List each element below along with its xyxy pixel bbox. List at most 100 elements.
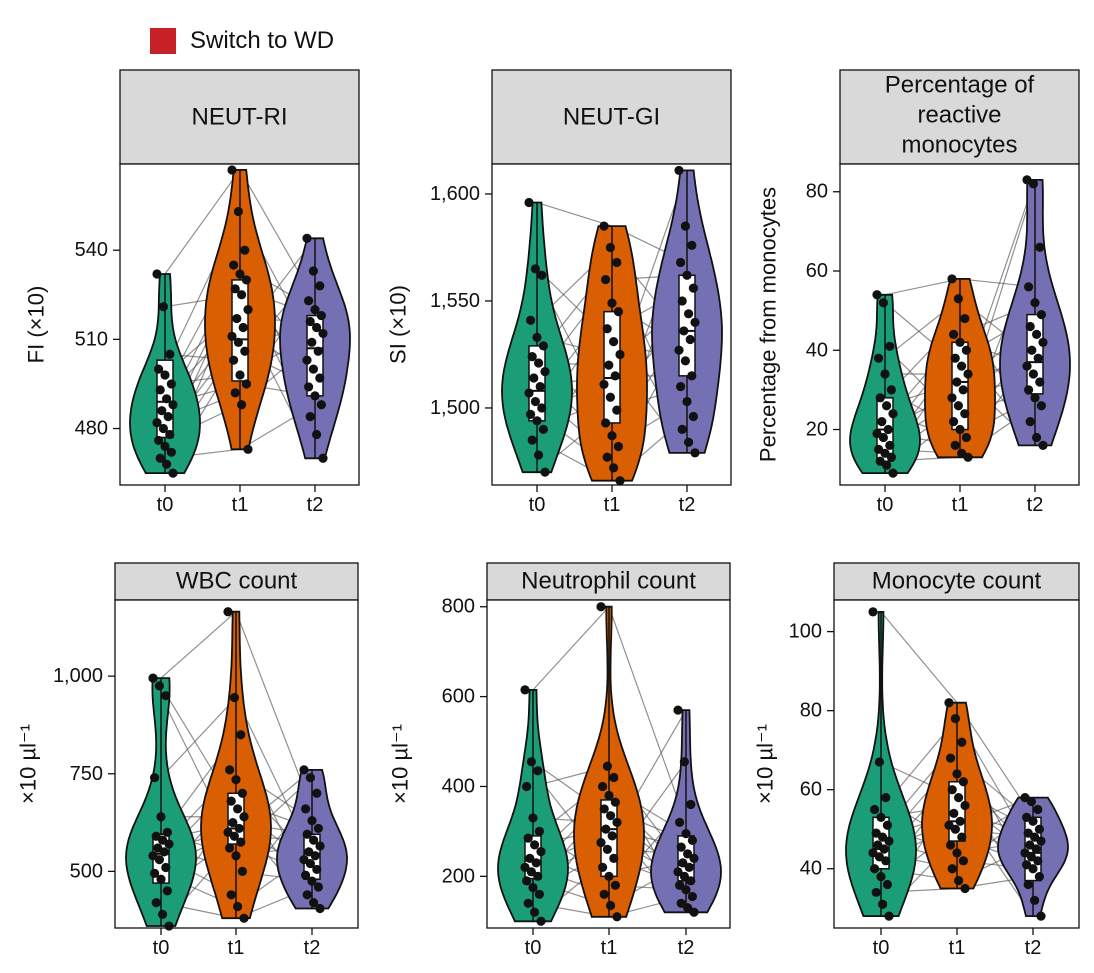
panel-3: Percentage of reactive monocytes 20 40 60 80 Pe…	[756, 69, 1080, 516]
data-point	[674, 345, 684, 355]
data-point	[947, 785, 957, 795]
data-point	[230, 388, 240, 398]
x-tick-label: t2	[678, 937, 695, 959]
data-point	[877, 416, 887, 427]
data-point	[954, 792, 964, 803]
data-point	[609, 772, 619, 783]
data-point	[1034, 824, 1044, 834]
data-point	[299, 765, 309, 775]
data-point	[162, 394, 172, 404]
data-point	[606, 900, 616, 911]
data-point	[1035, 377, 1045, 387]
x-tick-label: t2	[1027, 494, 1044, 516]
data-point	[682, 396, 692, 407]
data-point	[612, 912, 622, 922]
data-point	[307, 816, 317, 826]
data-point	[957, 737, 967, 747]
legend-label: Switch to WD	[190, 27, 335, 54]
data-point	[1030, 895, 1040, 905]
data-point	[168, 400, 178, 410]
data-point	[952, 848, 962, 858]
data-point	[534, 826, 545, 836]
data-point	[241, 379, 251, 389]
data-point	[168, 468, 178, 478]
paired-line	[164, 169, 241, 275]
data-point	[301, 870, 311, 880]
data-point	[673, 705, 683, 715]
data-point	[307, 337, 317, 347]
data-point	[599, 889, 609, 899]
data-point	[949, 808, 959, 818]
data-point	[237, 290, 247, 300]
data-point	[310, 391, 320, 401]
data-point	[888, 468, 898, 478]
data-point	[522, 781, 532, 792]
data-point	[680, 356, 691, 366]
data-point	[236, 837, 246, 847]
data-point	[1033, 804, 1043, 815]
data-point	[687, 371, 697, 381]
data-point	[598, 781, 608, 792]
data-point	[961, 345, 972, 355]
data-point	[302, 355, 312, 365]
data-point	[687, 891, 698, 902]
data-point	[166, 379, 176, 389]
data-point	[612, 405, 622, 415]
legend: Switch to WD	[150, 26, 334, 56]
data-point	[315, 903, 325, 914]
y-tick-label: 1,600	[430, 183, 480, 205]
data-point	[305, 316, 315, 327]
data-point	[165, 429, 175, 440]
paired-line	[235, 611, 313, 810]
data-point	[227, 331, 237, 341]
data-point	[315, 841, 325, 851]
data-point	[683, 849, 693, 859]
data-point	[888, 409, 898, 419]
data-point	[1035, 242, 1045, 252]
data-point	[610, 371, 620, 381]
x-tick-label: t0	[157, 494, 174, 516]
panel-title: monocytes	[901, 132, 1017, 159]
x-tick-label: t2	[304, 937, 321, 959]
data-point	[526, 315, 536, 325]
data-point	[870, 804, 880, 815]
data-point	[679, 871, 690, 881]
data-point	[601, 824, 611, 834]
data-point	[688, 411, 699, 422]
data-point	[1024, 282, 1034, 292]
data-point	[302, 829, 312, 839]
data-point	[675, 817, 685, 828]
data-point	[950, 824, 961, 834]
data-point	[233, 206, 243, 217]
data-point	[155, 453, 165, 463]
panel-5: Neutrophil count 200 400 600 800 ×10 µl⁻¹ t0 t1…	[388, 562, 731, 959]
data-point	[150, 868, 160, 878]
data-point	[233, 804, 243, 814]
data-point	[312, 788, 322, 798]
data-point	[880, 369, 890, 379]
data-point	[949, 416, 959, 427]
data-point	[879, 844, 889, 854]
data-point	[1032, 432, 1042, 443]
data-point	[1025, 416, 1035, 427]
panel-title: reactive	[917, 102, 1001, 129]
data-point	[228, 817, 238, 828]
data-point	[960, 800, 970, 811]
data-point	[950, 440, 960, 450]
data-point	[237, 400, 247, 410]
data-point	[952, 377, 962, 387]
data-point	[604, 871, 614, 881]
data-point	[609, 337, 619, 347]
panel-title: Monocyte count	[872, 568, 1042, 595]
data-point	[532, 332, 542, 342]
paired-line	[880, 611, 958, 704]
data-point	[235, 269, 245, 279]
data-point	[687, 835, 698, 845]
data-point	[150, 773, 160, 783]
x-tick-label: t2	[679, 494, 696, 516]
x-tick-label: t0	[877, 494, 894, 516]
data-point	[604, 360, 614, 370]
x-tick-label: t1	[952, 494, 969, 516]
y-tick-label: 1,500	[430, 397, 480, 419]
